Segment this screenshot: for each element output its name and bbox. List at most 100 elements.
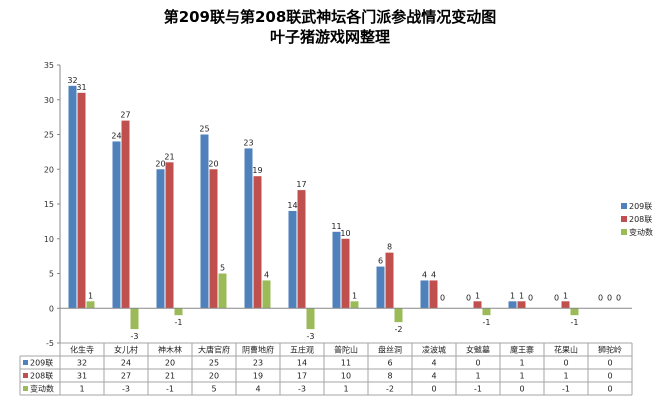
- table-cell: -1: [562, 385, 570, 394]
- legend-label: 变动数: [629, 227, 653, 237]
- bar: [420, 280, 429, 309]
- category-label: 盘丝洞: [378, 345, 402, 355]
- table-cell: 4: [431, 359, 436, 368]
- data-label: 21: [164, 152, 174, 161]
- data-label: -2: [395, 325, 403, 334]
- table-cell: 0: [563, 359, 568, 368]
- table-cell: 0: [607, 385, 612, 394]
- category-label: 狮驼岭: [598, 345, 622, 355]
- category-label: 化生寺: [70, 345, 94, 355]
- table-cell: 1: [519, 372, 524, 381]
- table-row-label: 变动数: [30, 384, 54, 394]
- data-label: 1: [519, 291, 524, 300]
- data-label: 5: [220, 264, 225, 273]
- table-cell: 21: [165, 372, 175, 381]
- table-cell: 31: [77, 372, 87, 381]
- bar: [262, 280, 271, 309]
- table-cell: -2: [386, 385, 394, 394]
- data-label: 20: [208, 159, 218, 168]
- chart-subtitle: 叶子猪游戏网整理: [270, 28, 390, 46]
- data-label: 0: [528, 293, 533, 302]
- data-label: 1: [563, 291, 568, 300]
- table-cell: 5: [211, 385, 216, 394]
- data-label: 4: [264, 270, 269, 279]
- data-label: 0: [554, 293, 559, 302]
- chart-title: 第209联与第208联武神坛各门派参战情况变动图: [164, 8, 497, 26]
- bar: [244, 148, 253, 309]
- table-cell: 14: [297, 359, 307, 368]
- table-cell: 32: [77, 359, 87, 368]
- data-label: 1: [352, 291, 357, 300]
- table-cell: 0: [431, 385, 436, 394]
- bar: [385, 252, 394, 309]
- bar: [288, 210, 297, 309]
- bar: [200, 134, 209, 309]
- y-tick-label: 20: [44, 165, 54, 174]
- table-legend-key: [23, 373, 28, 378]
- category-label: 女儿村: [114, 345, 138, 355]
- legend-swatch: [621, 229, 627, 235]
- legend-swatch: [621, 203, 627, 209]
- bar: [130, 308, 139, 330]
- bar: [156, 169, 165, 309]
- bar: [68, 85, 77, 309]
- table-cell: 0: [607, 372, 612, 381]
- y-tick-label: 5: [49, 270, 54, 279]
- table-cell: 23: [253, 359, 263, 368]
- data-label: 1: [88, 291, 93, 300]
- y-tick-label: 35: [44, 61, 54, 70]
- bar: [209, 169, 218, 309]
- bar: [429, 280, 438, 309]
- data-label: 0: [466, 293, 471, 302]
- bar: [482, 308, 491, 316]
- table-cell: 6: [387, 359, 392, 368]
- bar: [473, 301, 482, 309]
- category-label: 普陀山: [334, 345, 358, 355]
- data-label: 0: [607, 293, 612, 302]
- category-label: 阴曹地府: [242, 345, 274, 355]
- table-cell: 27: [121, 372, 131, 381]
- data-label: 14: [287, 201, 297, 210]
- table-cell: 1: [563, 372, 568, 381]
- bar: [394, 308, 403, 323]
- data-label: 8: [387, 243, 392, 252]
- table-cell: -3: [122, 385, 130, 394]
- bar: [508, 301, 517, 309]
- category-label: 五庄观: [290, 345, 314, 355]
- data-label: 0: [440, 293, 445, 302]
- legend-swatch: [621, 216, 627, 222]
- category-label: 大唐官府: [198, 345, 230, 355]
- table-cell: 1: [79, 385, 84, 394]
- legend-label: 208联: [629, 215, 652, 224]
- legend-label: 209联: [629, 202, 652, 211]
- y-tick-label: 15: [44, 200, 54, 209]
- table-cell: 1: [343, 385, 348, 394]
- data-label: 27: [120, 111, 130, 120]
- data-label: -1: [571, 318, 579, 327]
- table-cell: 20: [165, 359, 175, 368]
- data-label: 1: [475, 291, 480, 300]
- table-cell: 1: [519, 359, 524, 368]
- data-label: -3: [307, 332, 315, 341]
- bar: [86, 301, 95, 309]
- category-label: 魔王寨: [510, 345, 534, 355]
- category-label: 神木林: [158, 345, 182, 355]
- table-cell: 4: [255, 385, 260, 394]
- table-row-label: 209联: [30, 359, 53, 368]
- bar: [112, 141, 121, 309]
- bar: [561, 301, 570, 309]
- data-label: 6: [378, 257, 383, 266]
- data-label: 4: [431, 270, 436, 279]
- y-tick-label: 0: [49, 304, 54, 313]
- table-cell: 25: [209, 359, 219, 368]
- table-cell: 24: [121, 359, 131, 368]
- data-label: 23: [243, 138, 253, 147]
- table-cell: 1: [475, 372, 480, 381]
- data-label: 25: [199, 125, 209, 134]
- bar: [218, 273, 227, 309]
- table-cell: 20: [209, 372, 219, 381]
- data-label: 24: [111, 131, 121, 140]
- bar: [376, 266, 385, 309]
